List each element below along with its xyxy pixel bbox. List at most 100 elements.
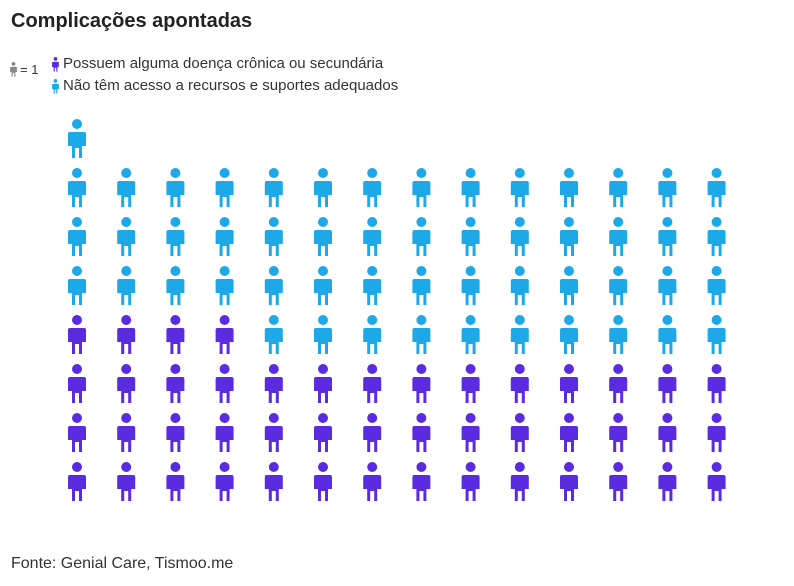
person-icon xyxy=(609,364,628,403)
person-icon xyxy=(117,168,136,207)
person-icon xyxy=(609,168,628,207)
scale-text: = 1 xyxy=(20,62,39,77)
person-icon xyxy=(707,168,726,207)
person-icon xyxy=(314,364,332,403)
person-icon xyxy=(461,217,480,256)
person-icon xyxy=(560,168,578,207)
person-icon xyxy=(215,168,234,207)
person-icon xyxy=(215,462,234,501)
person-icon xyxy=(412,413,431,452)
person-icon xyxy=(560,315,578,354)
person-icon xyxy=(609,315,628,354)
person-icon xyxy=(264,266,283,305)
person-icon xyxy=(510,462,529,501)
person-icon xyxy=(707,315,726,354)
person-icon xyxy=(510,266,529,305)
person-icon xyxy=(166,413,185,452)
person-icon xyxy=(658,315,677,354)
person-icon xyxy=(10,62,17,77)
person-icon xyxy=(707,413,726,452)
person-icon xyxy=(68,364,86,403)
legend-item-chronic: Possuem alguma doença crônica ou secundá… xyxy=(52,53,398,75)
person-icon xyxy=(510,364,529,403)
person-icon xyxy=(461,168,480,207)
person-icon xyxy=(412,266,431,305)
person-icon xyxy=(707,364,726,403)
person-icon xyxy=(215,364,234,403)
source-note: Fonte: Genial Care, Tismoo.me xyxy=(11,555,234,572)
person-icon xyxy=(68,266,86,305)
person-icon xyxy=(609,413,628,452)
person-icon xyxy=(658,266,677,305)
person-icon xyxy=(658,413,677,452)
legend: Possuem alguma doença crônica ou secundá… xyxy=(52,53,398,97)
person-icon xyxy=(609,462,628,501)
person-icon xyxy=(264,462,283,501)
person-icon xyxy=(314,266,332,305)
person-icon xyxy=(166,168,185,207)
person-icon xyxy=(510,217,529,256)
person-icon xyxy=(560,266,578,305)
person-icon xyxy=(264,168,283,207)
person-icon xyxy=(68,217,86,256)
person-icon xyxy=(117,413,136,452)
person-icon xyxy=(609,266,628,305)
person-icon xyxy=(117,462,136,501)
person-icon xyxy=(560,413,578,452)
person-icon xyxy=(412,168,431,207)
person-icon xyxy=(412,217,431,256)
person-icon xyxy=(166,217,185,256)
person-icon xyxy=(215,217,234,256)
person-icon xyxy=(707,217,726,256)
person-icon xyxy=(363,364,382,403)
person-icon xyxy=(68,119,86,158)
person-icon xyxy=(658,462,677,501)
person-icon xyxy=(707,462,726,501)
person-icon xyxy=(215,315,234,354)
person-icon xyxy=(560,364,578,403)
person-icon xyxy=(658,364,677,403)
scale-note: = 1 xyxy=(10,62,38,77)
person-icon xyxy=(658,168,677,207)
person-icon xyxy=(166,315,185,354)
person-icon xyxy=(166,364,185,403)
person-icon xyxy=(264,217,283,256)
person-icon xyxy=(264,364,283,403)
person-icon xyxy=(609,217,628,256)
person-icon xyxy=(510,413,529,452)
person-icon xyxy=(68,462,86,501)
person-icon xyxy=(461,462,480,501)
person-icon xyxy=(510,315,529,354)
person-icon xyxy=(215,266,234,305)
person-icon xyxy=(314,168,332,207)
person-icon xyxy=(117,315,136,354)
person-icon xyxy=(363,462,382,501)
person-icon xyxy=(560,217,578,256)
person-icon xyxy=(314,217,332,256)
person-icon xyxy=(166,266,185,305)
person-icon xyxy=(707,266,726,305)
person-icon xyxy=(166,462,185,501)
person-icon xyxy=(461,315,480,354)
person-icon xyxy=(363,315,382,354)
person-icon xyxy=(363,413,382,452)
person-icon xyxy=(215,413,234,452)
person-icon xyxy=(264,413,283,452)
person-icon xyxy=(461,364,480,403)
person-icon xyxy=(117,364,136,403)
person-icon xyxy=(363,266,382,305)
person-icon xyxy=(560,462,578,501)
person-icon xyxy=(264,315,283,354)
person-icon xyxy=(461,413,480,452)
person-icon xyxy=(461,266,480,305)
person-icon xyxy=(658,217,677,256)
person-icon xyxy=(52,78,59,94)
person-icon xyxy=(363,217,382,256)
person-icon xyxy=(117,266,136,305)
person-icon xyxy=(314,315,332,354)
legend-item-access: Não têm acesso a recursos e suportes ade… xyxy=(52,75,398,97)
chart-title: Complicações apontadas xyxy=(11,10,253,32)
legend-label: Não têm acesso a recursos e suportes ade… xyxy=(63,77,399,94)
person-icon xyxy=(510,168,529,207)
